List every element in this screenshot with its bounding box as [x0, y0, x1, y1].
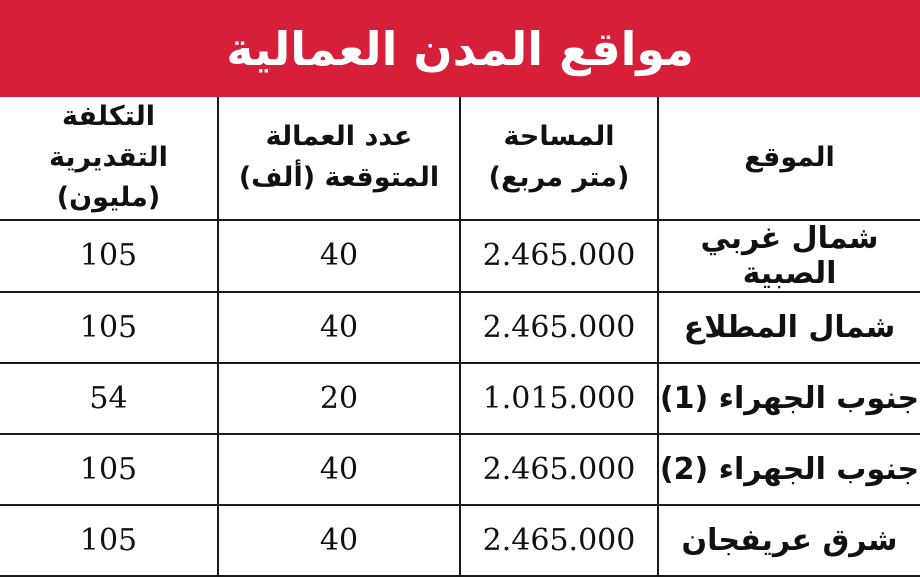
cell-area: 2.465.000 [459, 432, 659, 506]
header-cost-line1: التكلفة التقديرية [49, 101, 168, 173]
header-area-line1: المساحة [503, 121, 615, 153]
cell-workers: 20 [217, 361, 461, 435]
header-workers-line1: عدد العمالة [265, 121, 413, 153]
cell-area: 2.465.000 [459, 290, 659, 364]
table-row: شمال غربي الصبية 2.465.000 40 105 [0, 218, 920, 293]
cell-location: جنوب الجهراء (1) [657, 361, 920, 435]
cell-cost: 105 [0, 432, 219, 506]
cell-area: 1.015.000 [459, 361, 659, 435]
table-row: جنوب الجهراء (1) 1.015.000 20 54 [0, 361, 920, 435]
header-location: الموقع [657, 97, 920, 221]
table-row: جنوب الجهراء (2) 2.465.000 40 105 [0, 432, 920, 506]
header-workers-line2: المتوقعة (ألف) [238, 161, 440, 193]
cell-cost: 105 [0, 503, 219, 577]
table-row: شمال المطلاع 2.465.000 40 105 [0, 290, 920, 364]
cell-workers: 40 [217, 290, 461, 364]
header-workers: عدد العمالة المتوقعة (ألف) [217, 97, 461, 221]
cell-workers: 40 [217, 432, 461, 506]
header-cost-line2: (مليون) [56, 182, 161, 213]
header-location-label: الموقع [744, 141, 835, 173]
cell-cost: 54 [0, 361, 219, 435]
cell-cost: 105 [0, 218, 219, 293]
cell-workers: 40 [217, 503, 461, 577]
cell-cost: 105 [0, 290, 219, 364]
table-row: شرق عريفجان 2.465.000 40 105 [0, 503, 920, 577]
header-cost: التكلفة التقديرية (مليون) [0, 97, 219, 221]
header-area: المساحة (متر مربع) [459, 97, 659, 221]
header-row: الموقع المساحة (متر مربع) عدد العمالة ال… [0, 97, 920, 221]
table-title: مواقع المدن العمالية [0, 0, 920, 97]
header-area-line2: (متر مربع) [488, 161, 630, 193]
cell-location: شمال المطلاع [657, 290, 920, 364]
cell-area: 2.465.000 [459, 218, 659, 293]
cell-location: شمال غربي الصبية [657, 218, 920, 293]
cell-area: 2.465.000 [459, 503, 659, 577]
cell-location: شرق عريفجان [657, 503, 920, 577]
cell-workers: 40 [217, 218, 461, 293]
cell-location: جنوب الجهراء (2) [657, 432, 920, 506]
worker-cities-table: الموقع المساحة (متر مربع) عدد العمالة ال… [0, 97, 920, 577]
